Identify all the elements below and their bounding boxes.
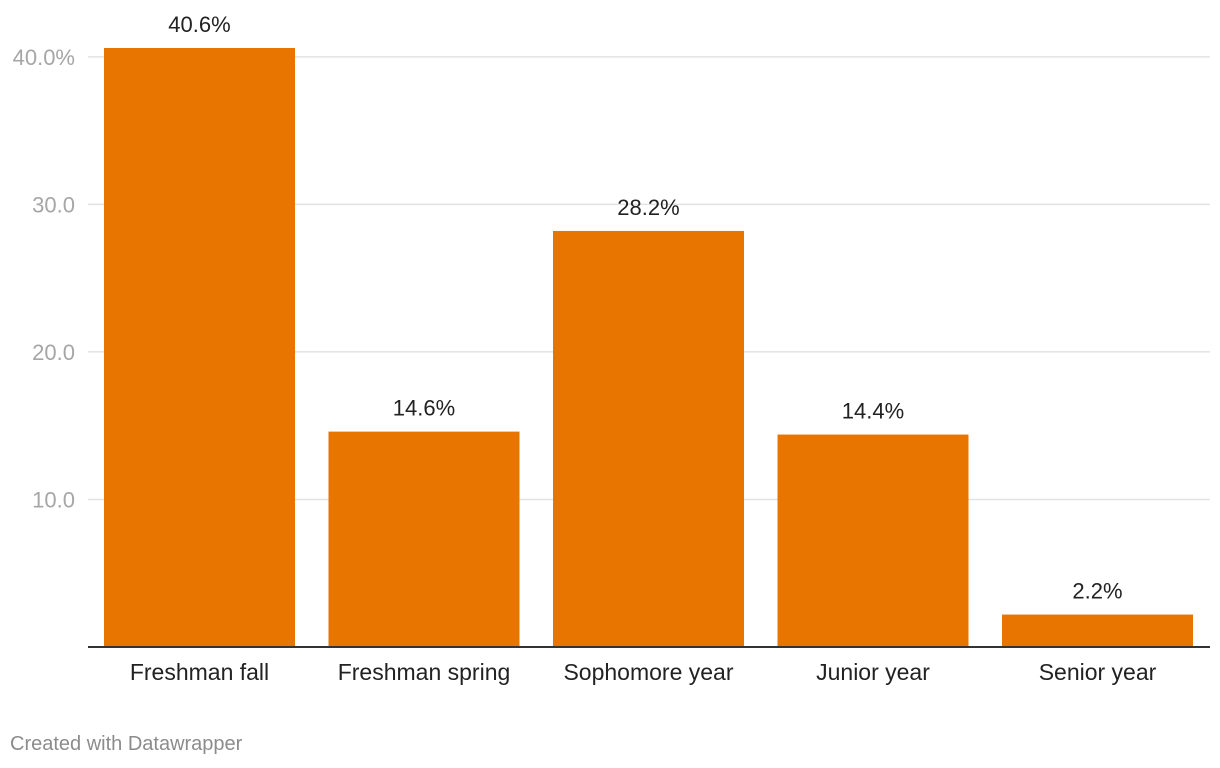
- data-label: 14.6%: [393, 396, 455, 421]
- x-tick-label: Sophomore year: [563, 659, 733, 685]
- y-tick-label: 10.0: [32, 487, 75, 512]
- bar-chart: 10.0 20.0 30.0 40.0% 40.6% 14.6% 28.2% 14.4% 2.…: [13, 12, 1210, 685]
- y-tick-label: 20.0: [32, 340, 75, 365]
- y-axis: 10.0 20.0 30.0 40.0%: [13, 45, 75, 513]
- data-label: 2.2%: [1072, 579, 1122, 604]
- bars: [104, 48, 1193, 648]
- bar: [328, 431, 520, 647]
- x-tick-label: Freshman spring: [338, 659, 511, 685]
- bar: [777, 434, 969, 647]
- data-label: 28.2%: [617, 195, 679, 220]
- data-labels: 40.6% 14.6% 28.2% 14.4% 2.2%: [168, 12, 1122, 604]
- bar: [104, 48, 295, 647]
- data-label: 14.4%: [842, 399, 904, 424]
- x-tick-label: Junior year: [816, 659, 930, 685]
- datawrapper-credit: Created with Datawrapper: [10, 733, 243, 755]
- x-tick-label: Freshman fall: [130, 659, 269, 685]
- y-tick-label: 40.0%: [13, 45, 75, 70]
- bar: [553, 230, 744, 648]
- data-label: 40.6%: [168, 12, 230, 37]
- y-tick-label: 30.0: [32, 192, 75, 217]
- x-axis: Freshman fall Freshman spring Sophomore ye…: [130, 659, 1157, 685]
- bar: [1002, 614, 1193, 647]
- x-tick-label: Senior year: [1039, 659, 1157, 685]
